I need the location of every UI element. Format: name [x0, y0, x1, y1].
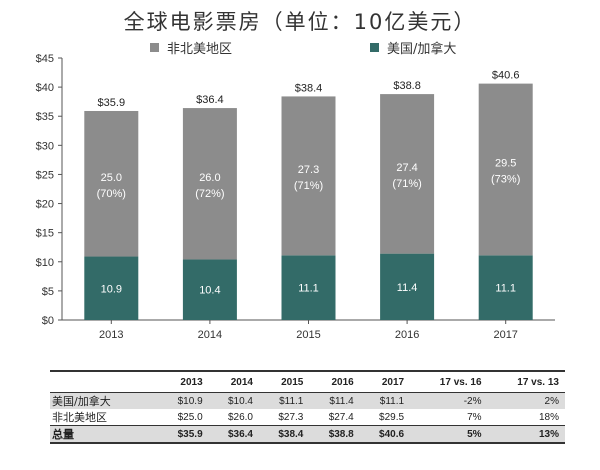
y-tick-label: $5 [42, 286, 54, 298]
y-tick-label: $0 [42, 315, 54, 327]
data-label-share: (71%) [294, 180, 323, 192]
data-label-share: (71%) [392, 178, 421, 190]
table-cell: 13% [487, 425, 565, 444]
data-label-share: (72%) [195, 188, 224, 200]
data-label-share: (70%) [97, 188, 126, 200]
table-cell: $35.9 [158, 425, 209, 444]
row-label: 总量 [50, 425, 159, 444]
bar-segment-international [380, 94, 435, 254]
y-tick-label: $20 [36, 199, 54, 211]
data-label-us-canada: 11.1 [495, 283, 516, 295]
bar-segment-international [182, 108, 237, 260]
table-cell: $29.5 [379, 411, 405, 423]
x-tick-label: 2014 [198, 329, 222, 341]
table-row-international: 非北美地区 $25.0 $26.0 $27.3 $27.4 $29.5 7% 1… [50, 409, 565, 426]
legend-label: 非北美地区 [167, 42, 233, 57]
data-label-share: (73%) [491, 173, 520, 185]
data-label-international: 26.0 [199, 172, 220, 184]
table-cell: $10.4 [208, 392, 259, 409]
table-cell: $11.1 [359, 392, 411, 409]
table-header-cell: 2016 [331, 376, 354, 388]
row-label: 美国/加拿大 [50, 392, 159, 409]
x-tick-label: 2017 [493, 329, 517, 341]
table-cell: 18% [538, 411, 559, 423]
table-header-cell: 17 vs. 13 [517, 376, 559, 388]
chart-title: 全球电影票房（单位：10亿美元） [123, 10, 477, 34]
data-label-total: $36.4 [196, 94, 224, 106]
x-tick-label: 2015 [296, 329, 320, 341]
legend-item-us-canada: 美国/加拿大 [370, 38, 456, 57]
stacked-bar-chart: $0 $5 $10 $15 $20 $25 $30 $35 $40 $45 10.9 25.0 (70%… [36, 53, 555, 341]
table-cell: $36.4 [208, 425, 259, 444]
table-cell: $38.4 [259, 425, 310, 444]
x-tick-label: 2013 [99, 329, 123, 341]
data-label-us-canada: 10.4 [199, 285, 220, 297]
table-row-us-canada: 美国/加拿大 $10.9 $10.4 $11.1 $11.4 $11.1 -2%… [50, 392, 565, 409]
x-tick-label: 2016 [395, 329, 419, 341]
data-label-total: $38.4 [295, 82, 323, 94]
table-cell: $11.1 [259, 392, 310, 409]
data-table: 2013 2014 2015 2016 2017 17 vs. 16 17 vs… [50, 370, 565, 444]
table-cell: $26.0 [227, 411, 253, 423]
y-tick-label: $40 [36, 82, 54, 94]
table-header-row: 2013 2014 2015 2016 2017 17 vs. 16 17 vs… [50, 371, 565, 393]
data-label-total: $38.8 [393, 80, 421, 92]
table-cell: 5% [410, 425, 488, 444]
bar-segment-us-canada [84, 256, 139, 320]
table-row-total: 总量 $35.9 $36.4 $38.4 $38.8 $40.6 5% 13% [50, 425, 565, 444]
y-tick-label: $25 [36, 169, 54, 181]
bar-segment-international [281, 96, 336, 256]
table-header-cell [50, 371, 158, 393]
row-label: 非北美地区 [52, 411, 107, 424]
table-cell: $38.8 [309, 425, 360, 444]
legend-item-international: 非北美地区 [150, 38, 232, 57]
data-label-total: $40.6 [492, 70, 520, 82]
data-label-us-canada: 11.4 [397, 282, 418, 294]
data-label-total: $35.9 [98, 97, 126, 109]
bar-segment-international [84, 110, 139, 257]
data-label-us-canada: 10.9 [101, 283, 122, 295]
table-cell: -2% [410, 392, 488, 409]
bar-segment-international [478, 83, 533, 256]
table-header-cell: 2017 [381, 376, 405, 388]
legend-swatch-gray [150, 43, 159, 52]
table-cell: $11.4 [309, 392, 360, 409]
data-label-international: 27.4 [396, 162, 417, 174]
table-cell: $27.4 [328, 411, 354, 423]
y-tick-label: $10 [36, 257, 54, 269]
table-header-cell: 2013 [180, 376, 203, 388]
table-cell: $10.9 [158, 392, 209, 409]
table-cell: 2% [487, 392, 565, 409]
data-label-international: 25.0 [101, 172, 122, 184]
y-tick-label: $45 [36, 53, 54, 65]
table-cell: 7% [467, 411, 482, 423]
table-cell: $40.6 [359, 425, 411, 444]
bar-segment-us-canada [380, 253, 435, 320]
table-header-cell: 2014 [230, 376, 253, 388]
table-header-cell: 17 vs. 16 [439, 376, 482, 388]
data-label-us-canada: 11.1 [298, 283, 319, 295]
bar-segment-us-canada [182, 259, 237, 320]
table-cell: $25.0 [177, 411, 203, 423]
bar-segment-us-canada [478, 255, 533, 320]
data-label-international: 29.5 [495, 157, 516, 169]
legend-swatch-teal [370, 43, 379, 52]
y-tick-label: $15 [36, 228, 54, 240]
bar-segment-us-canada [281, 255, 336, 320]
table-header-cell: 2015 [281, 376, 304, 388]
y-tick-label: $30 [36, 140, 54, 152]
data-label-international: 27.3 [298, 164, 319, 176]
y-tick-label: $35 [36, 111, 54, 123]
legend-label: 美国/加拿大 [387, 42, 457, 57]
table-cell: $27.3 [278, 411, 304, 423]
